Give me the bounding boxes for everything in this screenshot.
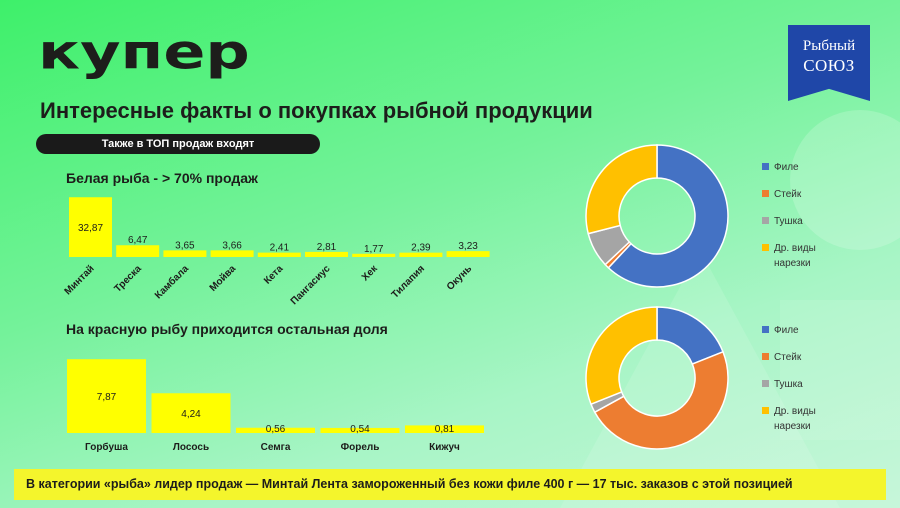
partner-logo-line2: СОЮЗ [803,56,855,75]
bar-4 [257,252,301,257]
donut-slice-3 [585,144,658,235]
legend-swatch-1 [762,353,769,360]
category-label-4: Кижуч [429,442,460,453]
page-title: Интересные факты о покупках рыбной проду… [40,98,593,123]
legend-label-3: Др. виды нарезки [774,243,816,269]
legend-swatch-2 [762,217,769,224]
category-label-3: Форель [341,442,380,453]
bar-value-label-1: 4,24 [181,409,201,420]
bar-8 [446,251,490,257]
bar-2 [236,427,315,433]
red-fish-section-title: На красную рыбу приходится остальная дол… [66,321,388,337]
bar-value-label-5: 2,81 [317,242,337,253]
kuper-logo: купер [38,23,250,81]
legend-swatch-0 [762,326,769,333]
legend-label-3: Др. виды нарезки [774,406,816,432]
legend-label-1: Стейк [774,352,802,363]
bar-1 [116,245,160,257]
category-label-0: Горбуша [85,441,128,453]
bar-value-label-2: 3,65 [175,240,195,251]
bar-value-label-3: 3,66 [222,240,242,251]
bar-5 [305,251,348,257]
bar-value-label-2: 0,56 [266,424,286,435]
bar-value-label-1: 6,47 [128,235,148,246]
subtitle-pill: Также в ТОП продаж входят [36,134,320,154]
bar-value-label-7: 2,39 [411,243,431,254]
donut-slice-1 [593,350,729,450]
footer-banner: В категории «рыба» лидер продаж — Минтай… [14,469,886,500]
legend-swatch-3 [762,244,769,251]
bar-value-label-4: 2,41 [270,243,290,254]
legend-label-2: Тушка [774,379,803,390]
category-label-2: Семга [261,442,291,453]
partner-logo-line1: Рыбный [802,38,856,54]
bar-value-label-4: 0,81 [435,424,455,435]
bar-6 [352,253,396,257]
bar-4 [405,425,484,433]
legend-label-0: Филе [774,162,799,173]
category-label-1: Лосось [173,442,209,453]
bar-3 [210,250,254,257]
bar-0 [67,359,146,433]
white-fish-section-title: Белая рыба - > 70% продаж [66,170,258,186]
legend-swatch-0 [762,163,769,170]
bar-1 [151,393,231,433]
bar-value-label-8: 3,23 [458,241,478,252]
bar-7 [399,252,443,257]
legend-label-1: Стейк [774,189,802,200]
donut-slice-0 [607,144,729,288]
bar-2 [163,250,207,257]
legend-label-2: Тушка [774,216,803,227]
legend-swatch-3 [762,407,769,414]
legend-swatch-2 [762,380,769,387]
bar-value-label-6: 1,77 [364,244,384,255]
legend-label-0: Филе [774,325,799,336]
bar-value-label-0: 7,87 [97,392,117,403]
bar-0 [69,197,112,257]
bar-value-label-3: 0,54 [350,424,370,435]
partner-logo-badge: Рыбный СОЮЗ [788,25,870,101]
legend-swatch-1 [762,190,769,197]
bar-3 [320,427,400,433]
donut-slice-3 [585,306,658,406]
bar-value-label-0: 32,87 [78,223,103,234]
